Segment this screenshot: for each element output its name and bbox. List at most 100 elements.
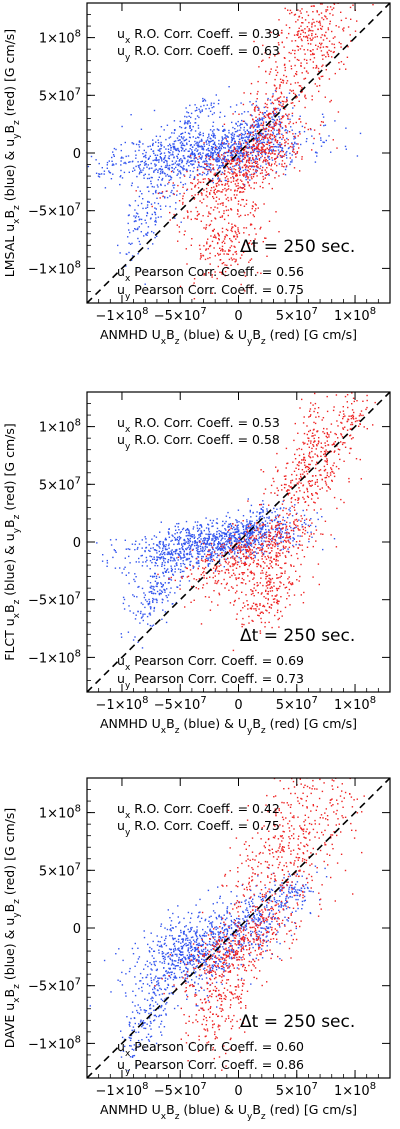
scatter-point xyxy=(292,133,294,135)
scatter-point xyxy=(205,163,207,165)
scatter-point xyxy=(261,147,263,150)
scatter-point xyxy=(243,120,246,123)
scatter-point xyxy=(162,571,164,574)
scatter-point xyxy=(189,537,191,540)
scatter-point xyxy=(311,33,313,35)
scatter-point xyxy=(194,110,197,112)
scatter-point xyxy=(282,79,284,81)
scatter-point xyxy=(230,197,232,199)
scatter-point xyxy=(270,153,272,155)
scatter-point xyxy=(257,163,259,166)
scatter-point xyxy=(152,543,155,545)
scatter-point xyxy=(264,531,266,534)
scatter-point xyxy=(226,151,228,154)
scatter-point xyxy=(242,251,245,253)
scatter-point xyxy=(230,136,233,138)
scatter-point xyxy=(205,228,207,230)
scatter-point xyxy=(149,586,151,589)
scatter-point xyxy=(165,548,167,551)
scatter-point xyxy=(210,543,213,545)
scatter-point xyxy=(267,97,269,100)
scatter-point xyxy=(239,549,241,551)
scatter-point xyxy=(160,556,163,558)
scatter-point xyxy=(231,230,233,233)
scatter-point xyxy=(212,519,215,522)
scatter-point xyxy=(288,551,290,554)
scatter-point xyxy=(214,150,216,152)
scatter-point xyxy=(334,36,336,38)
scatter-point xyxy=(214,255,216,257)
scatter-point xyxy=(125,162,127,165)
scatter-point xyxy=(184,566,186,568)
scatter-point xyxy=(215,538,217,540)
scatter-point xyxy=(316,10,318,12)
scatter-point xyxy=(207,533,209,536)
scatter-point xyxy=(204,100,207,102)
scatter-point xyxy=(325,484,328,486)
scatter-point xyxy=(264,174,267,176)
scatter-point xyxy=(274,108,277,111)
scatter-point xyxy=(284,139,286,141)
scatter-point xyxy=(231,121,233,124)
scatter-point xyxy=(224,183,227,185)
scatter-point xyxy=(205,527,208,529)
scatter-point xyxy=(150,176,152,179)
scatter-point xyxy=(278,101,281,103)
scatter-point xyxy=(282,135,284,137)
scatter-point xyxy=(237,150,240,153)
scatter-point xyxy=(313,57,316,59)
scatter-point xyxy=(330,467,332,469)
scatter-point xyxy=(301,17,303,19)
scatter-point xyxy=(218,165,221,167)
scatter-point xyxy=(231,542,233,545)
scatter-point xyxy=(301,398,303,401)
scatter-point xyxy=(190,153,192,155)
scatter-point xyxy=(304,533,306,535)
scatter-point xyxy=(227,531,229,533)
scatter-point xyxy=(213,169,215,171)
scatter-point xyxy=(262,511,264,513)
scatter-point xyxy=(214,537,217,540)
scatter-point xyxy=(301,524,303,526)
scatter-point xyxy=(271,511,273,514)
scatter-point xyxy=(261,142,263,144)
scatter-point xyxy=(183,165,185,167)
scatter-point xyxy=(224,236,226,238)
scatter-point xyxy=(250,176,253,178)
scatter-point xyxy=(257,166,259,168)
scatter-point xyxy=(252,127,255,129)
scatter-point xyxy=(196,107,198,109)
scatter-point xyxy=(291,154,293,156)
scatter-point xyxy=(150,148,152,150)
scatter-point xyxy=(157,142,160,144)
scatter-point xyxy=(278,123,280,125)
scatter-point xyxy=(211,130,214,132)
scatter-point xyxy=(265,174,267,176)
scatter-point xyxy=(220,148,223,150)
scatter-point xyxy=(265,536,268,538)
scatter-point xyxy=(211,546,214,549)
scatter-point xyxy=(162,549,164,551)
scatter-point xyxy=(260,528,263,531)
scatter-point xyxy=(309,29,311,32)
scatter-point xyxy=(273,114,275,116)
scatter-point xyxy=(267,113,270,116)
scatter-point xyxy=(85,176,86,177)
scatter-point xyxy=(228,149,230,152)
scatter-point xyxy=(223,157,225,160)
scatter-point xyxy=(311,149,313,151)
scatter-point xyxy=(275,172,277,174)
scatter-point xyxy=(325,451,327,453)
scatter-point xyxy=(249,526,252,528)
scatter-point xyxy=(303,67,306,69)
scatter-point xyxy=(156,235,158,237)
scatter-point xyxy=(215,536,217,538)
scatter-point xyxy=(224,242,226,244)
scatter-point xyxy=(219,170,221,172)
scatter-point xyxy=(194,540,196,542)
scatter-point xyxy=(317,28,319,30)
scatter-point xyxy=(262,175,264,178)
scatter-point xyxy=(161,191,164,193)
scatter-point xyxy=(165,539,167,541)
scatter-point xyxy=(248,140,250,142)
